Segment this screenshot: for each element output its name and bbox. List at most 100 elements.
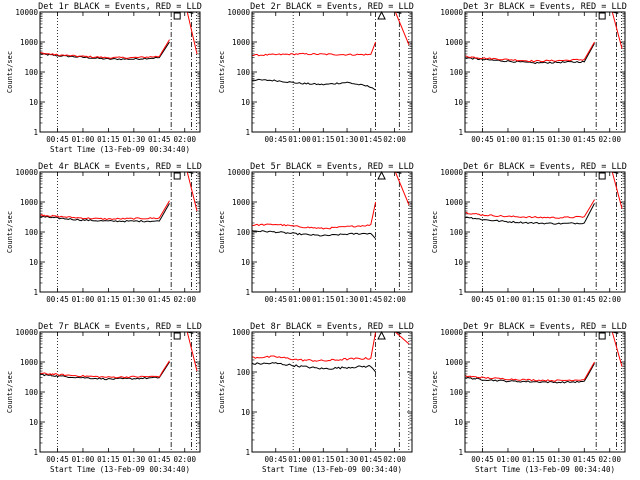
y-tick-label: 100 [449, 68, 463, 77]
lld-series-line [251, 41, 377, 57]
x-tick-label: 01:30 [123, 295, 146, 304]
y-tick-label: 1 [458, 448, 463, 457]
x-tick-label: 02:00 [598, 295, 621, 304]
x-tick-label: 01:45 [360, 455, 383, 464]
lld-burst-line [611, 171, 623, 209]
square-marker [173, 332, 181, 340]
plot-frame [464, 331, 626, 453]
y-tick-label: 1 [245, 128, 250, 137]
lld-series-line [40, 360, 170, 379]
lld-burst-line [186, 171, 198, 212]
lld-burst-line [395, 331, 410, 345]
x-tick-label: 01:15 [97, 295, 120, 304]
plot-frame [39, 11, 201, 133]
x-tick-label: 01:15 [97, 455, 120, 464]
y-tick-label: 100 [24, 388, 38, 397]
events-series-line [465, 203, 595, 225]
square-marker [173, 172, 181, 180]
x-tick-label: 02:00 [598, 455, 621, 464]
chart-title: Det 3r BLACK = Events, RED = LLD [463, 2, 627, 12]
chart-title: Det 5r BLACK = Events, RED = LLD [250, 162, 414, 172]
x-tick-label: 01:30 [123, 455, 146, 464]
y-tick-label: 1 [458, 128, 463, 137]
y-axis-label: Counts/sec [6, 51, 14, 93]
x-tick-label: 01:15 [312, 295, 335, 304]
x-tick-label: 02:00 [173, 295, 196, 304]
x-axis-label: Start Time (13-Feb-09 00:34:40) [262, 465, 402, 474]
x-tick-label: 01:00 [288, 295, 311, 304]
y-tick-label: 100 [236, 368, 250, 377]
lld-burst-line [394, 11, 410, 46]
x-tick-label: 01:30 [548, 295, 571, 304]
x-tick-label: 02:00 [173, 455, 196, 464]
chart-panel-7: Det 7r BLACK = Events, RED = LLD Counts/s… [6, 322, 202, 474]
lld-series-line [40, 39, 170, 59]
plot-frame [251, 331, 413, 453]
chart-panel-4: Det 4r BLACK = Events, RED = LLD Counts/s… [6, 162, 202, 304]
triangle-marker [377, 330, 386, 340]
chart-panel-6: Det 6r BLACK = Events, RED = LLD Counts/s… [431, 162, 627, 304]
plot-frame [464, 171, 626, 293]
y-tick-label: 1000 [232, 198, 251, 207]
y-tick-label: 100 [236, 68, 250, 77]
events-series-line [251, 230, 376, 240]
y-tick-label: 100 [449, 228, 463, 237]
plot-frame [251, 171, 413, 293]
x-tick-label: 01:45 [360, 135, 383, 144]
chart-panel-8: Det 8r BLACK = Events, RED = LLD Counts/s… [218, 322, 414, 474]
x-tick-label: 02:00 [598, 135, 621, 144]
chart-panel-1: Det 1r BLACK = Events, RED = LLD Counts/s… [6, 2, 202, 154]
x-tick-label: 02:00 [173, 135, 196, 144]
x-axis-label: Start Time (13-Feb-09 00:34:40) [475, 465, 615, 474]
y-tick-label: 1 [458, 288, 463, 297]
y-axis-label: Counts/sec [218, 51, 226, 93]
chart-title: Det 8r BLACK = Events, RED = LLD [250, 322, 414, 332]
lld-series-line [465, 41, 595, 63]
x-axis-label: Start Time (13-Feb-09 00:34:40) [50, 145, 190, 154]
chart-title: Det 7r BLACK = Events, RED = LLD [38, 322, 202, 332]
x-tick-label: 01:30 [548, 455, 571, 464]
lld-burst-line [394, 171, 410, 206]
y-tick-label: 10 [241, 258, 251, 267]
chart-title: Det 1r BLACK = Events, RED = LLD [38, 2, 202, 12]
x-tick-label: 01:00 [72, 295, 95, 304]
x-tick-label: 01:45 [148, 135, 171, 144]
x-tick-label: 01:00 [288, 455, 311, 464]
x-tick-label: 00:45 [264, 135, 287, 144]
y-tick-label: 100 [236, 228, 250, 237]
events-series-line [465, 43, 595, 65]
y-tick-label: 1000 [445, 358, 464, 367]
lld-series-line [40, 200, 170, 221]
x-tick-label: 01:45 [360, 295, 383, 304]
triangle-marker [377, 170, 386, 180]
x-tick-label: 01:15 [522, 135, 545, 144]
x-tick-label: 01:00 [72, 455, 95, 464]
plot-frame [251, 11, 413, 133]
x-tick-label: 01:00 [288, 135, 311, 144]
chart-title: Det 6r BLACK = Events, RED = LLD [463, 162, 627, 172]
y-axis-label: Counts/sec [218, 211, 226, 253]
lld-burst-line [611, 11, 623, 49]
events-series-line [40, 361, 170, 381]
square-marker [598, 172, 606, 180]
y-tick-label: 100 [24, 68, 38, 77]
x-tick-label: 01:15 [522, 295, 545, 304]
y-tick-label: 10 [454, 258, 464, 267]
triangle-marker [377, 10, 386, 20]
y-tick-label: 10 [241, 408, 251, 417]
y-tick-label: 10 [29, 258, 39, 267]
x-tick-label: 00:45 [46, 135, 69, 144]
y-tick-label: 1 [245, 288, 250, 297]
events-series-line [40, 41, 170, 61]
x-tick-label: 01:30 [123, 135, 146, 144]
square-marker [598, 332, 606, 340]
x-tick-label: 01:00 [497, 135, 520, 144]
y-tick-label: 10000 [15, 168, 38, 177]
y-tick-label: 1 [245, 448, 250, 457]
x-tick-label: 01:15 [312, 455, 335, 464]
lld-burst-line [186, 11, 198, 55]
y-tick-label: 1000 [445, 198, 464, 207]
events-series-line [465, 363, 595, 384]
chart-title: Det 4r BLACK = Events, RED = LLD [38, 162, 202, 172]
y-tick-label: 1 [33, 288, 38, 297]
